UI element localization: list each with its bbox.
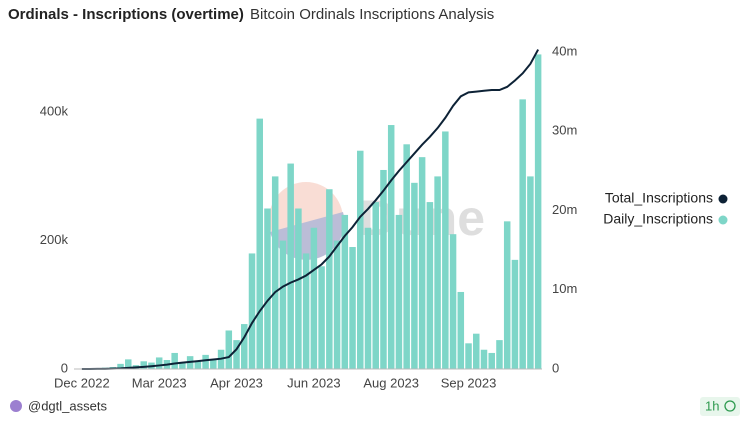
legend-marker: [718, 194, 728, 204]
bar: [426, 202, 434, 369]
bar: [372, 202, 379, 369]
bar: [457, 291, 465, 369]
bar: [341, 214, 349, 369]
bar: [310, 227, 318, 369]
bar: [202, 354, 209, 369]
bar: [225, 330, 233, 369]
bar: [295, 208, 302, 369]
bar: [364, 227, 372, 369]
x-tick-label: Apr 2023: [210, 375, 263, 390]
author-avatar: [10, 400, 22, 412]
bar: [465, 343, 472, 369]
bar: [125, 359, 132, 369]
bar: [318, 266, 325, 369]
bar: [519, 99, 526, 370]
bar: [349, 247, 356, 369]
bar: [473, 333, 480, 369]
bar: [480, 349, 488, 369]
bar: [326, 189, 333, 369]
y-tick-label: 400k: [40, 104, 69, 119]
bar: [527, 176, 534, 369]
bar: [210, 359, 217, 369]
bar: [233, 340, 240, 369]
bar: [357, 150, 364, 369]
bar: [264, 208, 271, 369]
y2-tick-label: 30m: [552, 123, 577, 138]
bar: [241, 324, 248, 369]
bar: [503, 221, 511, 369]
x-tick-label: Mar 2023: [132, 375, 187, 390]
x-tick-label: Jun 2023: [287, 375, 341, 390]
bar: [403, 144, 410, 369]
bar: [271, 176, 279, 369]
y2-tick-label: 10m: [552, 281, 577, 296]
bar: [279, 240, 287, 369]
bar: [171, 352, 178, 369]
bar: [333, 240, 341, 369]
author[interactable]: @dgtl_assets: [28, 398, 107, 413]
bar: [488, 352, 495, 369]
legend-label: Daily_Inscriptions: [603, 211, 713, 227]
bar: [442, 131, 449, 369]
line: [81, 49, 540, 370]
legend-marker: [718, 215, 728, 225]
bar: [511, 259, 519, 369]
y2-tick-label: 40m: [552, 43, 577, 58]
bar: [496, 340, 503, 369]
x-tick-label: Sep 2023: [441, 375, 497, 390]
bar: [411, 182, 418, 369]
chart-subtitle: Bitcoin Ordinals Inscriptions Analysis: [250, 6, 494, 23]
bar: [117, 363, 124, 369]
bar: [395, 214, 403, 369]
bar: [256, 118, 263, 370]
bar: [155, 357, 163, 369]
refresh-icon: [724, 400, 736, 412]
bar: [534, 54, 542, 370]
x-tick-label: Dec 2022: [54, 375, 110, 390]
age: 1h: [705, 398, 719, 413]
y2-tick-label: 0: [552, 360, 559, 375]
bar: [434, 176, 441, 369]
bar: [179, 362, 186, 369]
legend-label: Total_Inscriptions: [605, 190, 713, 206]
y2-tick-label: 20m: [552, 202, 577, 217]
bar: [418, 157, 426, 369]
y-tick-label: 200k: [40, 232, 69, 247]
bar: [380, 169, 387, 369]
bar: [248, 253, 256, 369]
bar: [449, 234, 457, 369]
y-tick-label: 0: [61, 360, 68, 375]
bar: [302, 253, 310, 369]
bar: [387, 125, 395, 369]
bar: [194, 361, 202, 369]
chart-title: Ordinals - Inscriptions (overtime): [8, 6, 244, 23]
bar: [140, 361, 147, 369]
plot-area: 0 200k 400k 0 10m 20m 30m 40m Dec 2022 Mar 2023 Ap…: [40, 43, 578, 390]
bar: [287, 163, 294, 369]
x-tick-label: Aug 2023: [363, 375, 419, 390]
